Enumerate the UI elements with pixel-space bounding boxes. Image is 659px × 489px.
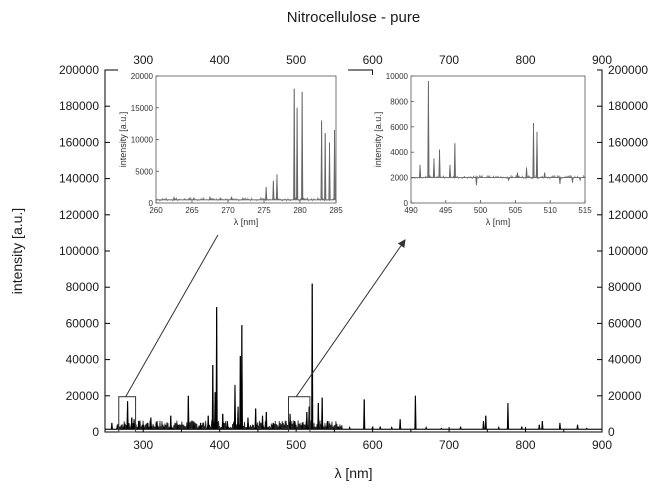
- right-y-tick-label: 60000: [608, 316, 642, 330]
- x-tick-label: 700: [439, 438, 459, 452]
- y-tick-label: 200000: [59, 63, 99, 77]
- inset-x-tick-label: 285: [329, 206, 343, 215]
- inset-x-tick-label: 260: [149, 206, 163, 215]
- chart-title: Nitrocellulose - pure: [287, 9, 420, 26]
- y-tick-label: 180000: [59, 99, 99, 113]
- y-tick-label: 80000: [66, 280, 100, 294]
- right-y-tick-label: 140000: [608, 172, 648, 186]
- inset-y-tick-label: 10000: [131, 136, 154, 145]
- inset-x-axis-label: λ [nm]: [486, 217, 511, 227]
- top-x-tick-label: 800: [516, 53, 536, 67]
- inset-x-tick-label: 490: [404, 206, 418, 215]
- inset-x-tick-label: 515: [578, 206, 592, 215]
- inset-y-tick-label: 0: [149, 199, 154, 208]
- inset-y-axis-label: intensity [a.u.]: [118, 112, 128, 168]
- spectrum-series: [105, 283, 602, 430]
- zoom-arrow-1: [125, 211, 232, 397]
- top-x-tick-label: 300: [133, 53, 153, 67]
- inset-x-axis-label: λ [nm]: [234, 217, 259, 227]
- inset-x-tick-label: 265: [185, 206, 199, 215]
- y-tick-label: 120000: [59, 208, 99, 222]
- right-y-tick-label: 20000: [608, 389, 642, 403]
- top-x-tick-label: 700: [439, 53, 459, 67]
- inset-x-tick-label: 505: [509, 206, 523, 215]
- inset-y-tick-label: 10000: [386, 72, 409, 81]
- x-axis-label: λ [nm]: [334, 465, 372, 481]
- zoom-box-2: [288, 396, 311, 433]
- x-tick-label: 800: [516, 438, 536, 452]
- zoom-arrow-2: [295, 239, 406, 397]
- inset-x-tick-label: 495: [439, 206, 453, 215]
- y-tick-label: 160000: [59, 135, 99, 149]
- right-y-tick-label: 100000: [608, 244, 648, 258]
- inset-x-tick-label: 500: [474, 206, 488, 215]
- inset-frame: [410, 75, 586, 204]
- right-y-tick-label: 80000: [608, 280, 642, 294]
- inset-x-tick-label: 510: [544, 206, 558, 215]
- inset-y-tick-label: 6000: [390, 123, 408, 132]
- right-y-tick-label: 40000: [608, 353, 642, 367]
- y-axis-label: intensity [a.u.]: [9, 208, 25, 294]
- zoom-box-1: [118, 396, 137, 433]
- y-tick-label: 20000: [66, 389, 100, 403]
- spectrum-noise: [105, 420, 602, 430]
- right-y-tick-label: 160000: [608, 135, 648, 149]
- x-tick-label: 300: [133, 438, 153, 452]
- y-tick-label: 40000: [66, 353, 100, 367]
- inset-y-tick-label: 0: [404, 199, 409, 208]
- top-x-tick-label: 900: [592, 53, 612, 67]
- x-tick-label: 600: [363, 438, 383, 452]
- inset-y-tick-label: 5000: [135, 167, 153, 176]
- top-x-tick-label: 500: [286, 53, 306, 67]
- inset-2: 490 495 500 505 510 515 0 2000 4000 6000 8000 10000…: [373, 68, 597, 235]
- inset-y-tick-label: 20000: [131, 72, 154, 81]
- inset-background: [373, 68, 597, 235]
- x-tick-label: 400: [210, 438, 230, 452]
- right-y-tick-label: 0: [608, 425, 615, 439]
- inset-1: 260 265 270 275 280 285 0 5000 10000 15000 20000 λ …: [118, 68, 348, 235]
- inset-x-tick-label: 280: [293, 206, 307, 215]
- y-tick-label: 100000: [59, 244, 99, 258]
- y-tick-label: 60000: [66, 316, 100, 330]
- x-tick-label: 900: [592, 438, 612, 452]
- right-y-tick-label: 200000: [608, 63, 648, 77]
- right-y-tick-label: 180000: [608, 99, 648, 113]
- right-y-tick-label: 120000: [608, 208, 648, 222]
- y-tick-label: 0: [92, 425, 99, 439]
- inset-y-tick-label: 8000: [390, 97, 408, 106]
- inset-y-tick-label: 2000: [390, 174, 408, 183]
- inset-y-axis-label: intensity [a.u.]: [373, 112, 383, 168]
- marks-layer: 300 300 400 400 500 500 600 600 700 700 800 800 900 9…: [59, 53, 648, 452]
- inset-x-tick-label: 275: [257, 206, 271, 215]
- x-tick-label: 500: [286, 438, 306, 452]
- inset-y-tick-label: 4000: [390, 148, 408, 157]
- top-x-tick-label: 600: [363, 53, 383, 67]
- y-tick-label: 140000: [59, 172, 99, 186]
- inset-x-tick-label: 270: [221, 206, 235, 215]
- top-x-tick-label: 400: [210, 53, 230, 67]
- inset-y-tick-label: 15000: [131, 104, 154, 113]
